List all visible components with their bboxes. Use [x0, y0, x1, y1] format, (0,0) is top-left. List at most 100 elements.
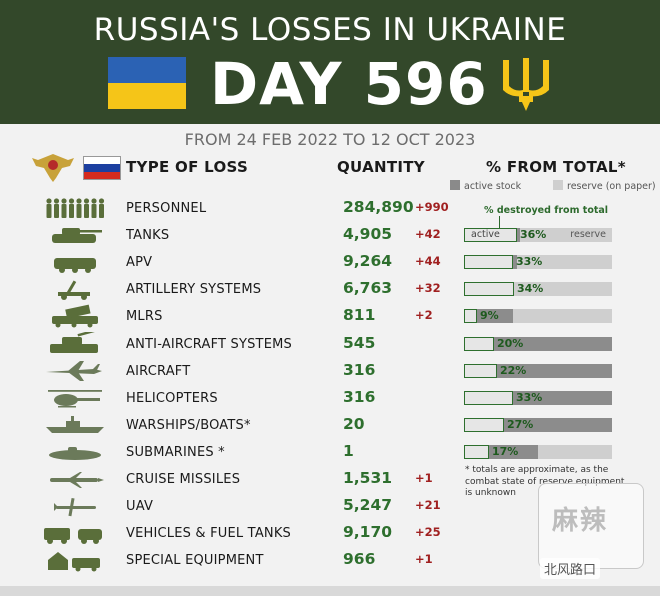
percent-bar: 27%	[464, 417, 612, 432]
percent-label: 22%	[500, 363, 527, 377]
row-label: ARTILLERY SYSTEMS	[126, 282, 262, 298]
row-label: WARSHIPS/BOATS*	[126, 417, 251, 433]
row-delta: +21	[415, 498, 441, 513]
row-quantity: 284,890	[343, 198, 414, 216]
table-row: ARTILLERY SYSTEMS 6,763 +32 34%	[0, 276, 660, 303]
cruise-missile-icon	[50, 472, 104, 488]
row-quantity: 9,264	[343, 252, 393, 271]
artillery-icon	[58, 280, 90, 301]
table-row: TANKS 4,905 +42 active reserve 36%	[0, 222, 660, 249]
row-delta: +25	[415, 525, 441, 540]
row-delta: +44	[415, 254, 441, 269]
wechat-account-label: 北风路口	[540, 558, 601, 579]
trident-icon	[503, 58, 549, 111]
table-row: SPECIAL EQUIPMENT 966 +1	[0, 547, 660, 574]
row-label: APV	[126, 255, 153, 271]
column-header-quantity: QUANTITY	[337, 158, 425, 176]
destroyed-fill	[464, 309, 477, 324]
percent-label: 27%	[507, 417, 534, 431]
active-stock-fill	[464, 363, 612, 378]
percent-bar: 22%	[464, 363, 612, 378]
percent-bar: 20%	[464, 336, 612, 351]
row-label: MLRS	[126, 309, 163, 325]
destroyed-fill	[464, 336, 494, 351]
percent-bar: 34%	[464, 282, 612, 297]
table-row: AIRCRAFT 316 22%	[0, 358, 660, 385]
ukraine-flag-icon	[108, 57, 186, 109]
table-row: PERSONNEL 284,890 +990	[0, 195, 660, 222]
helicopter-icon	[48, 389, 102, 408]
percent-bar: 17%	[464, 444, 612, 459]
row-quantity: 5,247	[343, 496, 393, 515]
percent-bar: 33%	[464, 390, 612, 405]
row-label: VEHICLES & FUEL TANKS	[126, 526, 292, 542]
row-label: HELICOPTERS	[126, 390, 218, 406]
note-pointer	[499, 216, 500, 229]
percent-label: 36%	[520, 228, 547, 242]
row-quantity: 811	[343, 306, 376, 325]
row-label: CRUISE MISSILES	[126, 472, 241, 487]
row-label: AIRCRAFT	[126, 363, 191, 379]
destroyed-fill	[464, 228, 517, 243]
percent-label: 17%	[492, 444, 519, 458]
row-label: SUBMARINES *	[126, 444, 225, 460]
footer-band	[0, 586, 660, 596]
row-quantity: 20	[343, 414, 365, 433]
column-header-percent: % FROM TOTAL*	[486, 158, 626, 176]
table-row: APV 9,264 +44 33%	[0, 249, 660, 276]
bar-active-label: active	[471, 229, 500, 241]
row-quantity: 545	[343, 333, 376, 352]
submarine-icon	[49, 446, 101, 460]
table-row: UAV 5,247 +21	[0, 493, 660, 520]
watermark-text: 麻辣	[552, 506, 609, 536]
row-delta: +2	[415, 308, 433, 323]
watermark-logo	[538, 483, 644, 569]
destroyed-fill	[464, 444, 489, 459]
footnote: * totals are approximate, as the combat …	[465, 465, 625, 498]
percent-label: 9%	[480, 309, 499, 323]
percent-bar: active reserve 36%	[464, 228, 612, 243]
mlrs-icon	[52, 305, 98, 328]
destroyed-fill	[464, 390, 513, 405]
table-row: ANTI-AIRCRAFT SYSTEMS 545 20%	[0, 331, 660, 358]
anti-aircraft-icon	[50, 331, 98, 353]
row-label: TANKS	[126, 228, 170, 244]
row-quantity: 9,170	[343, 523, 393, 542]
warship-icon	[46, 415, 104, 433]
destroyed-fill	[464, 255, 513, 270]
legend-active: active stock	[450, 180, 521, 192]
apv-icon	[54, 258, 96, 274]
destroyed-fill	[464, 363, 497, 378]
row-quantity: 6,763	[343, 279, 393, 298]
destroyed-fill	[464, 417, 504, 432]
percent-label: 33%	[516, 255, 543, 269]
row-quantity: 316	[343, 387, 376, 406]
table-row: CRUISE MISSILES 1,531 +1	[0, 466, 660, 493]
row-quantity: 1,531	[343, 469, 393, 487]
vehicles-icon	[44, 528, 102, 545]
row-delta: +32	[415, 281, 441, 296]
percent-bar: 9%	[464, 309, 612, 324]
row-quantity: 4,905	[343, 225, 393, 244]
bar-reserve-label: reserve	[570, 229, 606, 241]
row-label: PERSONNEL	[126, 201, 207, 216]
row-delta: +42	[415, 227, 441, 242]
table-row: WARSHIPS/BOATS* 20 27%	[0, 412, 660, 439]
uav-icon	[54, 498, 96, 517]
row-label: ANTI-AIRCRAFT SYSTEMS	[126, 336, 292, 352]
soldiers-icon	[46, 198, 105, 218]
row-delta: +1	[415, 552, 433, 567]
percent-label: 33%	[516, 390, 543, 404]
percent-label: 34%	[517, 282, 544, 296]
russia-flag-icon	[83, 156, 121, 180]
date-range: FROM 24 FEB 2022 TO 12 OCT 2023	[184, 130, 476, 149]
row-label: SPECIAL EQUIPMENT	[126, 553, 264, 569]
row-quantity: 1	[343, 441, 354, 460]
aircraft-icon	[46, 360, 102, 381]
table-row: SUBMARINES * 1 17%	[0, 439, 660, 466]
percent-bar: 33%	[464, 255, 612, 270]
tank-icon	[52, 228, 102, 244]
table-row: VEHICLES & FUEL TANKS 9,170 +25	[0, 520, 660, 547]
percent-label: 20%	[497, 336, 524, 350]
destroyed-fill	[464, 282, 514, 297]
